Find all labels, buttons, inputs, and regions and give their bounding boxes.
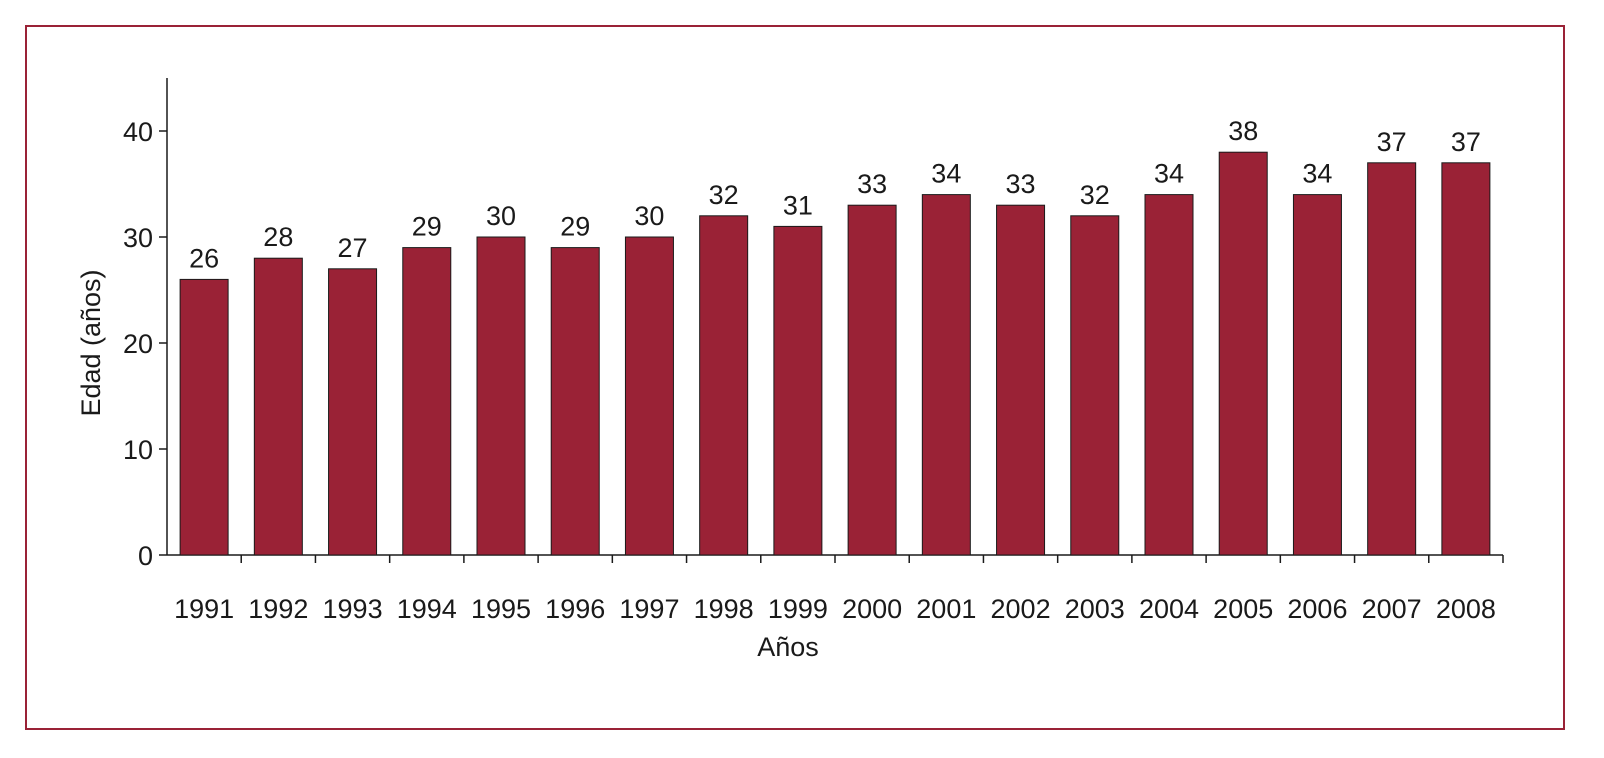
y-tick-label: 20 [123,329,153,359]
x-tick-label-1993: 1993 [323,594,383,624]
data-label-2005: 38 [1228,116,1258,146]
bar-2001 [921,194,971,556]
bar-1991 [179,278,229,556]
x-tick-label-1992: 1992 [248,594,308,624]
data-label-2001: 34 [931,159,961,189]
x-tick-label-1998: 1998 [694,594,754,624]
bar-1992 [253,257,303,556]
data-label-1997: 30 [634,201,664,231]
data-label-1998: 32 [709,180,739,210]
data-label-1999: 31 [783,190,813,220]
data-label-1996: 29 [560,212,590,242]
x-tick-label-2003: 2003 [1065,594,1125,624]
bar-2003 [1070,215,1120,556]
x-tick-label-1999: 1999 [768,594,828,624]
bar-1996 [550,247,600,556]
data-label-1992: 28 [263,222,293,252]
x-tick-label-2000: 2000 [842,594,902,624]
bar-2002 [996,204,1046,556]
x-tick-label-2006: 2006 [1287,594,1347,624]
y-tick-label: 10 [123,435,153,465]
y-axis: 0 10 20 30 40 [123,78,168,571]
data-label-2006: 34 [1302,159,1332,189]
x-tick-label-1996: 1996 [545,594,605,624]
y-axis-title: Edad (años) [76,269,106,416]
data-label-2003: 32 [1080,180,1110,210]
x-axis-title: Años [757,632,819,662]
x-tick-label-2004: 2004 [1139,594,1199,624]
data-label-1995: 30 [486,201,516,231]
data-label-1993: 27 [338,233,368,263]
bar-2004 [1144,194,1194,556]
bar-2005 [1218,151,1268,556]
bar-2000 [847,204,897,556]
bar-2008 [1441,162,1491,556]
x-tick-label-2002: 2002 [991,594,1051,624]
bar-1998 [699,215,749,556]
bar-1994 [402,247,452,556]
data-label-1994: 29 [412,212,442,242]
x-tick-label-1994: 1994 [397,594,457,624]
data-label-2007: 37 [1377,127,1407,157]
bar-2006 [1292,194,1342,556]
x-tick-label-2007: 2007 [1362,594,1422,624]
bar-1997 [624,236,674,556]
data-label-2000: 33 [857,169,887,199]
data-label-2002: 33 [1006,169,1036,199]
y-tick-label: 40 [123,117,153,147]
x-tick-label-1995: 1995 [471,594,531,624]
x-tick-label-2005: 2005 [1213,594,1273,624]
x-tick-label-1991: 1991 [174,594,234,624]
x-axis: 1991 1992 1993 1994 1995 1996 1997 1998 1999 2000… [167,554,1504,624]
bar-1999 [773,225,823,556]
x-tick-label-2008: 2008 [1436,594,1496,624]
x-tick-label-1997: 1997 [619,594,679,624]
y-tick-label: 30 [123,223,153,253]
bars [179,151,1491,556]
data-label-1991: 26 [189,243,219,273]
bar-1995 [476,236,526,556]
data-label-2008: 37 [1451,127,1481,157]
bar-1993 [328,268,378,556]
y-tick-label: 0 [138,541,153,571]
data-labels: 26 28 27 29 30 29 30 32 31 33 34 33 32 34 38 34 37 37 [189,116,1481,273]
bar-2007 [1367,162,1417,556]
data-label-2004: 34 [1154,159,1184,189]
x-tick-label-2001: 2001 [916,594,976,624]
